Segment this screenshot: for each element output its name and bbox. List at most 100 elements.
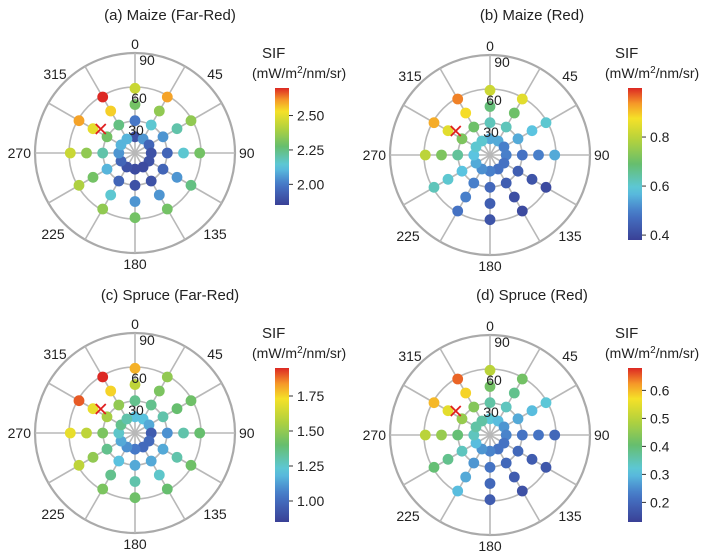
data-point <box>129 196 141 207</box>
zenith-label: 60 <box>486 92 502 108</box>
data-point <box>508 191 520 203</box>
polar-panel-1: (a) Maize (Far-Red)090603045901351802252… <box>8 7 347 272</box>
azimuth-label: 270 <box>8 145 32 161</box>
data-point <box>516 93 528 105</box>
data-point <box>113 427 125 439</box>
data-point <box>428 117 440 129</box>
data-point <box>145 399 157 411</box>
data-point <box>87 451 99 463</box>
colorbar <box>628 88 642 240</box>
data-point <box>512 445 524 457</box>
colorbar-tick-label: 0.8 <box>650 129 670 145</box>
data-point <box>97 91 109 103</box>
data-point <box>512 133 524 145</box>
colorbar-unit: (mW/m2/nm/sr) <box>605 65 699 81</box>
colorbar-tick-label: 1.25 <box>297 458 324 474</box>
colorbar-tick-label: 0.6 <box>650 382 670 398</box>
azimuth-label: 315 <box>398 348 422 364</box>
data-point <box>508 387 520 399</box>
zenith-label: 30 <box>128 122 144 138</box>
colorbar-title: SIF <box>615 325 638 342</box>
data-point <box>526 125 538 137</box>
data-point <box>442 173 454 185</box>
data-point <box>113 119 125 131</box>
colorbar-tick-label: 2.00 <box>297 176 324 192</box>
data-point <box>442 125 454 137</box>
data-point <box>137 161 149 173</box>
data-point <box>468 429 480 441</box>
colorbar-tick-label: 0.3 <box>650 466 670 482</box>
data-point <box>540 181 552 193</box>
data-point <box>129 131 141 143</box>
data-point <box>153 469 165 481</box>
data-point <box>129 99 141 110</box>
colorbar-title: SIF <box>262 325 285 342</box>
panel-title: (c) Spruce (Far-Red) <box>101 287 239 304</box>
data-point <box>129 212 141 224</box>
colorbar-unit: (mW/m2/nm/sr) <box>252 65 346 81</box>
data-point <box>87 123 99 135</box>
colorbar-title: SIF <box>615 45 638 62</box>
data-point <box>161 483 173 495</box>
data-point <box>129 411 141 423</box>
data-point <box>113 175 125 187</box>
data-point <box>512 413 524 425</box>
data-point <box>549 429 561 441</box>
data-point <box>115 435 127 447</box>
data-point <box>115 155 127 167</box>
colorbar-tick-label: 0.5 <box>650 410 670 426</box>
data-point <box>137 441 149 453</box>
data-point <box>484 478 496 489</box>
data-point <box>129 362 141 374</box>
data-point <box>113 455 125 467</box>
data-point <box>87 171 99 183</box>
data-point <box>73 179 85 191</box>
azimuth-label: 90 <box>239 425 255 441</box>
data-point <box>113 399 125 411</box>
data-point <box>73 395 85 407</box>
data-point <box>468 149 480 161</box>
sun-position-marker <box>95 123 107 135</box>
data-point <box>512 165 524 177</box>
data-point <box>468 121 480 133</box>
data-point <box>540 461 552 473</box>
zenith-label: 0 <box>486 38 494 54</box>
colorbar-tick-label: 0.4 <box>650 438 670 454</box>
data-point <box>476 135 488 147</box>
colorbar-title: SIF <box>262 45 285 62</box>
data-point <box>129 443 141 455</box>
data-point <box>452 149 464 161</box>
azimuth-label: 45 <box>562 348 578 364</box>
azimuth-label: 225 <box>41 226 65 242</box>
data-point <box>498 141 510 153</box>
data-point <box>64 147 76 159</box>
azimuth-label: 180 <box>478 538 502 551</box>
data-point <box>470 437 482 449</box>
data-point <box>516 485 528 497</box>
data-point <box>452 373 464 385</box>
zenith-label: 90 <box>139 332 155 348</box>
azimuth-label: 270 <box>363 427 387 443</box>
data-point <box>500 457 512 469</box>
colorbar-unit: (mW/m2/nm/sr) <box>605 345 699 361</box>
azimuth-label: 45 <box>562 68 578 84</box>
data-point <box>101 163 113 175</box>
data-point <box>145 175 157 187</box>
data-point <box>101 443 113 455</box>
data-point <box>171 451 183 463</box>
data-point <box>97 427 109 439</box>
data-point <box>171 123 183 135</box>
colorbar-unit: (mW/m2/nm/sr) <box>252 345 346 361</box>
panel-title: (d) Spruce (Red) <box>476 287 588 304</box>
colorbar-tick-label: 1.75 <box>297 388 324 404</box>
data-point <box>468 401 480 413</box>
data-point <box>533 429 544 441</box>
azimuth-label: 180 <box>478 258 502 274</box>
data-point <box>145 147 157 159</box>
data-point <box>185 115 197 127</box>
zenith-label: 0 <box>131 316 139 332</box>
azimuth-label: 180 <box>123 256 147 272</box>
data-point <box>129 82 141 94</box>
data-point <box>456 445 468 457</box>
